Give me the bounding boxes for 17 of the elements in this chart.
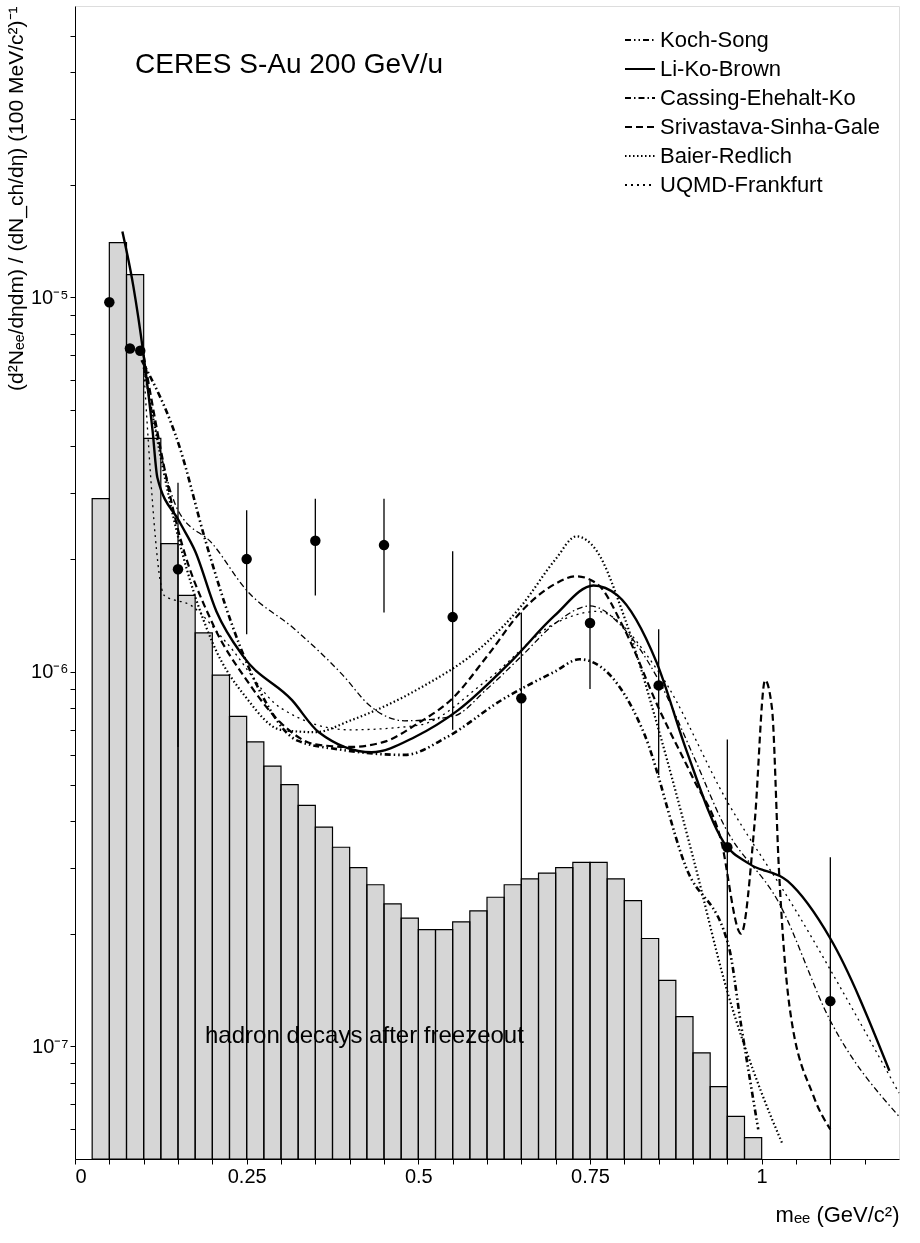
x-tick-label: 1 <box>756 1164 768 1187</box>
y-tick-label: 10⁻⁷ <box>32 1034 69 1057</box>
legend-label: Koch-Song <box>660 27 769 52</box>
y-axis-title: (d²Nₑₑ/dηdm) / (dN_ch/dη) (100 MeV/c²)⁻¹ <box>3 6 28 391</box>
x-tick-label: 0 <box>75 1164 87 1187</box>
legend-label: Srivastava-Sinha-Gale <box>660 114 881 139</box>
x-tick-label: 0.25 <box>227 1164 267 1187</box>
legend-label: Li-Ko-Brown <box>660 56 782 81</box>
x-tick-label: 0.75 <box>571 1164 610 1187</box>
text: CERES S-Au 200 GeV/u <box>135 48 444 79</box>
legend-label: Baier-Redlich <box>660 143 793 168</box>
x-tick-label: 0.5 <box>404 1164 433 1187</box>
y-tick-label: 10⁻⁵ <box>30 285 69 308</box>
x-axis-title: mₑₑ (GeV/c²) <box>775 1201 900 1227</box>
legend-label: UQMD-Frankfurt <box>660 172 823 197</box>
legend-label: Cassing-Ehehalt-Ko <box>660 85 856 110</box>
y-tick-label: 10⁻⁶ <box>31 660 69 683</box>
